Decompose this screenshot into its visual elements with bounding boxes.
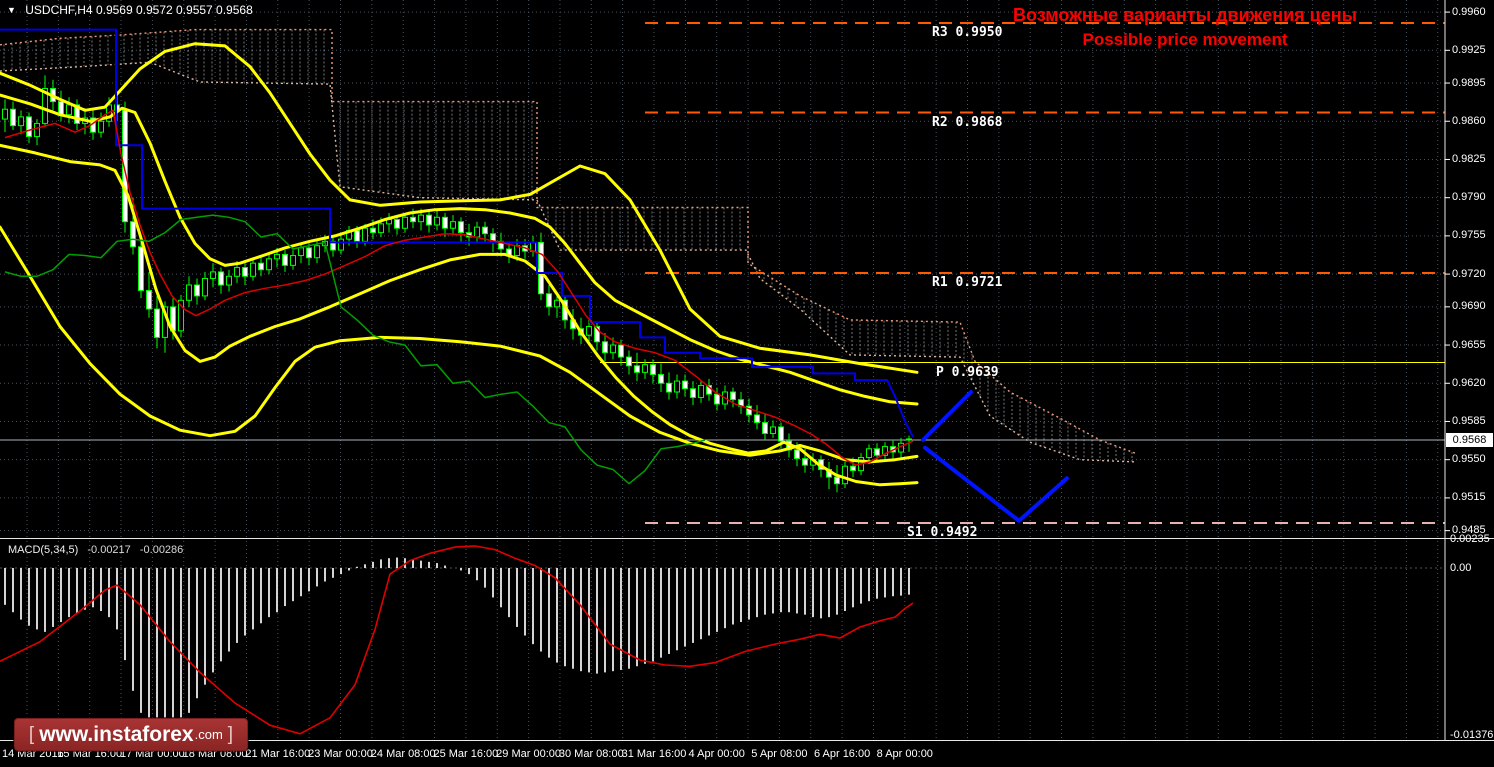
time-axis-label: 6 Apr 16:00 (813, 748, 871, 760)
panel-separators (0, 0, 1494, 741)
price-axis-label: 0.9825 (1452, 152, 1486, 165)
macd-histogram (4, 557, 910, 738)
price-axis-label: 0.9655 (1452, 338, 1486, 351)
macd-value-signal: -0.00286 (139, 544, 184, 556)
pivot-label-R2: R2 0.9868 (932, 114, 1003, 130)
macd-axis-label: 0.00235 (1450, 533, 1490, 546)
instaforex-watermark: [ www.instaforex .com ] (14, 718, 248, 751)
ichimoku-cloud (0, 28, 1136, 463)
annotation-ru: Возможные варианты движения цены (1013, 5, 1357, 25)
chart-title: ▼ USDCHF,H4 0.9569 0.9572 0.9557 0.9568 (7, 3, 253, 17)
yellow-bands (0, 42, 919, 487)
pivot-label-S1: S1 0.9492 (907, 524, 978, 540)
time-axis-label: 21 Mar 16:00 (245, 748, 311, 760)
price-axis-label: 0.9790 (1452, 191, 1486, 204)
symbol-dropdown-icon[interactable]: ▼ (7, 5, 16, 15)
forecast-arrows (921, 390, 1069, 523)
price-axis-label: 0.9925 (1452, 43, 1486, 56)
watermark-bracket-open: [ (28, 723, 35, 745)
macd-axis-label: 0.00 (1450, 562, 1472, 574)
watermark-tld: .com (194, 727, 223, 742)
time-axis-label: 15 Mar 16:00 (57, 748, 123, 760)
price-axis-label: 0.9550 (1452, 453, 1486, 466)
time-axis-label: 18 Mar 08:00 (182, 748, 248, 760)
time-axis-label: 17 Mar 00:00 (119, 748, 185, 760)
time-axis-label: 30 Mar 08:00 (558, 748, 624, 760)
time-axis-label: 23 Mar 00:00 (308, 748, 373, 760)
macd-name: MACD(5,34,5) (8, 544, 79, 556)
price-axis-label: 0.9755 (1452, 229, 1486, 242)
time-axis-label: 4 Apr 00:00 (688, 748, 745, 760)
pivot-label-R3: R3 0.9950 (932, 25, 1003, 40)
time-axis-label: 8 Apr 00:00 (876, 748, 933, 760)
price-axis-label: 0.9485 (1452, 524, 1486, 537)
macd-indicator-label: MACD(5,34,5) -0.00217 -0.00286 (8, 544, 183, 556)
time-axis-label: 29 Mar 00:00 (496, 748, 562, 760)
price-axis-label: 0.9860 (1452, 114, 1486, 127)
price-axis-label: 0.9620 (1452, 376, 1486, 389)
annotation-en: Possible price movement (1082, 30, 1288, 49)
pivot-label-P: P 0.9639 (936, 364, 999, 380)
price-axis-label: 0.9960 (1452, 5, 1486, 18)
time-axis-label: 25 Mar 16:00 (433, 748, 499, 760)
price-axis-label: 0.9515 (1452, 491, 1486, 504)
time-axis-label: 5 Apr 08:00 (751, 748, 808, 760)
time-axis-label: 14 Mar 2016 (2, 748, 64, 760)
macd-signal-line (0, 545, 914, 735)
watermark-text: www.instaforex (39, 722, 194, 746)
grid (0, 0, 1445, 741)
price-axis-label: 0.9720 (1452, 267, 1486, 280)
macd-value-main: -0.00217 (87, 544, 131, 556)
chikou-line (4, 214, 706, 485)
candlesticks (2, 75, 912, 493)
macd-axis-label: -0.01376 (1450, 729, 1494, 741)
pivot-label-R1: R1 0.9721 (932, 274, 1003, 290)
current-price-badge: 0.9568 (1446, 433, 1493, 447)
price-axis-label: 0.9895 (1452, 76, 1486, 89)
pivot-lines (600, 22, 1445, 524)
time-axis-label: 24 Mar 08:00 (370, 748, 436, 760)
price-axis-label: 0.9585 (1452, 414, 1486, 427)
watermark-bracket-close: ] (227, 723, 234, 745)
price-axis-label: 0.9690 (1452, 300, 1486, 313)
kijun-line (0, 28, 914, 438)
tenkan-line (4, 109, 914, 466)
time-axis-label: 31 Mar 16:00 (621, 748, 687, 760)
chart-title-text: USDCHF,H4 0.9569 0.9572 0.9557 0.9568 (25, 3, 253, 17)
